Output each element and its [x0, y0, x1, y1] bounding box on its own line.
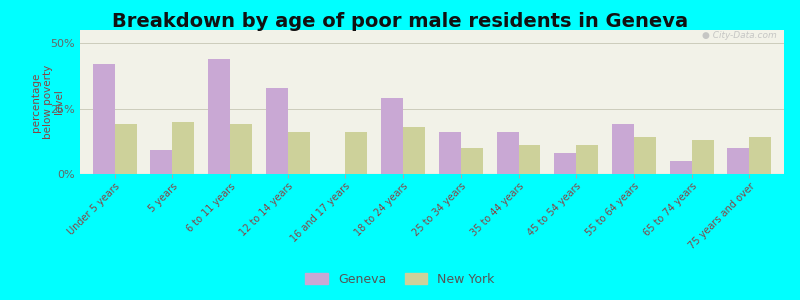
- Bar: [612, 124, 634, 174]
- Bar: [114, 124, 137, 174]
- Text: ● City-Data.com: ● City-Data.com: [702, 32, 777, 40]
- Bar: [346, 132, 367, 174]
- Bar: [576, 145, 598, 174]
- Bar: [382, 98, 403, 174]
- Bar: [750, 137, 771, 174]
- Y-axis label: percentage
below poverty
level: percentage below poverty level: [31, 65, 64, 139]
- Bar: [634, 137, 656, 174]
- Bar: [461, 148, 482, 174]
- Bar: [518, 145, 541, 174]
- Bar: [403, 127, 425, 174]
- Bar: [439, 132, 461, 174]
- Bar: [554, 153, 576, 174]
- Bar: [93, 64, 114, 174]
- Bar: [670, 161, 692, 174]
- Bar: [497, 132, 518, 174]
- Bar: [288, 132, 310, 174]
- Bar: [727, 148, 750, 174]
- Bar: [172, 122, 194, 174]
- Bar: [230, 124, 252, 174]
- Text: Breakdown by age of poor male residents in Geneva: Breakdown by age of poor male residents …: [112, 12, 688, 31]
- Bar: [208, 59, 230, 174]
- Bar: [692, 140, 714, 174]
- Bar: [150, 150, 172, 174]
- Legend: Geneva, New York: Geneva, New York: [300, 268, 500, 291]
- Bar: [266, 88, 288, 174]
